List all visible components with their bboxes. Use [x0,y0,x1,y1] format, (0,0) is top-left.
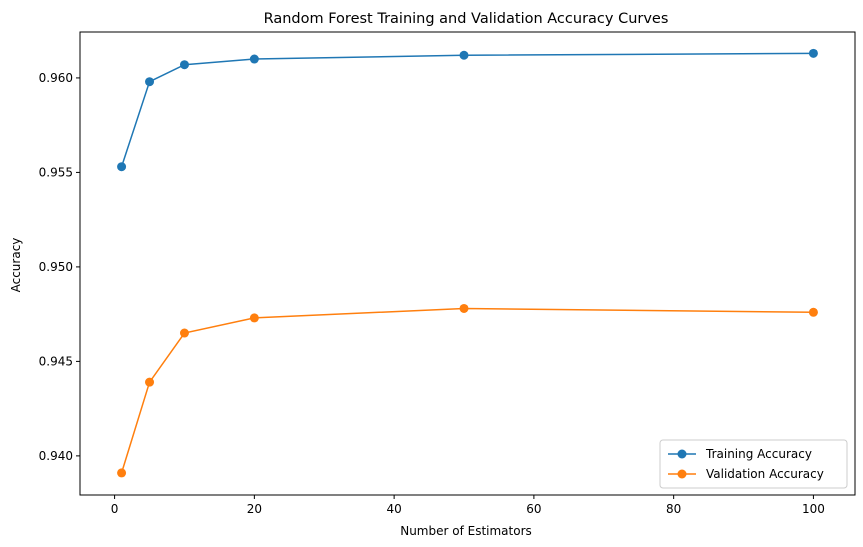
x-tick-label: 40 [386,502,401,516]
data-point-training-accuracy [808,48,818,58]
legend-marker-training [677,449,687,459]
legend-frame [659,439,848,489]
data-point-validation-accuracy [459,303,469,313]
data-point-validation-accuracy [117,468,127,478]
y-tick-label: 0.960 [39,71,73,85]
data-point-training-accuracy [145,77,155,87]
legend-entry-validation: Validation Accuracy [668,467,824,481]
data-point-validation-accuracy [145,377,155,387]
x-tick-label: 0 [111,502,119,516]
data-point-training-accuracy [249,54,259,64]
data-point-validation-accuracy [808,307,818,317]
x-tick-label: 60 [526,502,541,516]
x-tick-label: 80 [666,502,681,516]
data-point-validation-accuracy [179,328,189,338]
y-tick-label: 0.950 [39,260,73,274]
legend: Training Accuracy Validation Accuracy [659,439,848,489]
y-tick-label: 0.940 [39,449,73,463]
data-point-training-accuracy [117,162,127,172]
plot-area: 0 20 40 60 80 100 0.940 0.945 0.950 0.955 0.960 [39,31,856,516]
series-line-validation-accuracy [120,307,814,474]
data-point-training-accuracy [459,50,469,60]
legend-marker-validation [677,469,687,479]
series-line-training-accuracy [120,52,814,167]
legend-label-training: Training Accuracy [705,447,812,461]
data-point-training-accuracy [179,60,189,70]
y-tick-label: 0.955 [39,165,73,179]
x-axis-label: Number of Estimators [400,524,532,538]
y-axis-label: Accuracy [9,238,23,293]
legend-entry-training: Training Accuracy [668,447,812,461]
x-tick-label: 20 [247,502,262,516]
data-point-validation-accuracy [249,313,259,323]
x-tick-label: 100 [802,502,825,516]
axes-frame [79,31,856,496]
y-tick-label: 0.945 [39,354,73,368]
legend-label-validation: Validation Accuracy [706,467,824,481]
chart-title: Random Forest Training and Validation Ac… [264,11,669,27]
